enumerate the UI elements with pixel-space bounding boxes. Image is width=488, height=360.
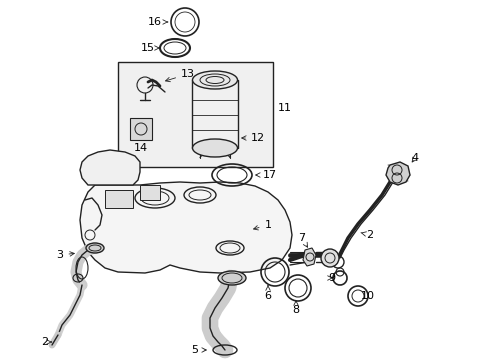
Text: 17: 17 xyxy=(255,170,277,180)
Text: 5: 5 xyxy=(191,345,206,355)
Ellipse shape xyxy=(192,139,237,157)
Text: 8: 8 xyxy=(292,301,299,315)
Bar xyxy=(140,185,160,200)
Text: 13: 13 xyxy=(165,69,195,82)
Text: 1: 1 xyxy=(253,220,271,230)
Text: 12: 12 xyxy=(241,133,264,143)
Text: 2: 2 xyxy=(41,337,51,347)
Ellipse shape xyxy=(192,71,237,89)
Text: 14: 14 xyxy=(134,143,148,153)
Text: 16: 16 xyxy=(148,17,167,27)
Bar xyxy=(130,118,152,140)
Text: 3: 3 xyxy=(57,250,74,260)
Text: 4: 4 xyxy=(410,153,418,163)
Polygon shape xyxy=(385,162,409,185)
Text: 15: 15 xyxy=(141,43,159,53)
Polygon shape xyxy=(303,248,315,266)
Text: 9: 9 xyxy=(327,273,335,283)
Text: 10: 10 xyxy=(360,291,374,301)
Polygon shape xyxy=(80,150,140,185)
Text: 2: 2 xyxy=(360,230,373,240)
Polygon shape xyxy=(80,182,291,273)
Ellipse shape xyxy=(86,243,104,253)
Circle shape xyxy=(320,249,338,267)
Text: 6: 6 xyxy=(264,285,271,301)
Bar xyxy=(105,190,133,208)
Text: 7: 7 xyxy=(298,233,307,247)
Ellipse shape xyxy=(218,271,245,285)
Bar xyxy=(118,62,272,167)
Text: 11: 11 xyxy=(278,103,291,113)
